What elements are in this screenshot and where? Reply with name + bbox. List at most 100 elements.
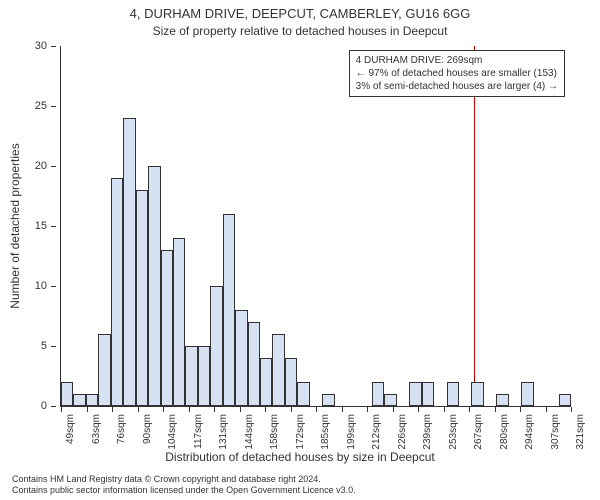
x-tick-label: 144sqm bbox=[244, 414, 255, 450]
x-tick-label: 104sqm bbox=[167, 414, 178, 450]
x-tick-label: 172sqm bbox=[295, 414, 306, 450]
y-tick-label: 25 bbox=[23, 100, 47, 112]
y-tick-label: 10 bbox=[23, 280, 47, 292]
x-tick-label: 49sqm bbox=[65, 414, 76, 444]
x-tick-label: 131sqm bbox=[218, 414, 229, 450]
histogram-bar bbox=[185, 346, 197, 406]
histogram-bar bbox=[136, 190, 148, 406]
histogram-bar bbox=[285, 358, 297, 406]
reference-line bbox=[474, 46, 475, 406]
x-tick-label: 307sqm bbox=[550, 414, 561, 450]
x-tick bbox=[342, 407, 343, 412]
histogram-bar bbox=[248, 322, 260, 406]
x-tick-label: 76sqm bbox=[116, 414, 127, 444]
histogram-bar bbox=[409, 382, 421, 406]
x-tick bbox=[520, 407, 521, 412]
histogram-bar bbox=[297, 382, 309, 406]
y-tick bbox=[51, 46, 56, 47]
histogram-bar bbox=[272, 334, 284, 406]
x-tick bbox=[61, 407, 62, 412]
y-tick-label: 15 bbox=[23, 220, 47, 232]
histogram-bar bbox=[260, 358, 272, 406]
x-tick-label: 267sqm bbox=[473, 414, 484, 450]
x-tick-label: 226sqm bbox=[397, 414, 408, 450]
y-tick-label: 20 bbox=[23, 160, 47, 172]
y-tick-label: 30 bbox=[23, 40, 47, 52]
x-tick bbox=[163, 407, 164, 412]
y-axis-label: Number of detached properties bbox=[8, 143, 22, 308]
histogram-bar bbox=[111, 178, 123, 406]
y-tick-label: 0 bbox=[23, 400, 47, 412]
histogram-bar bbox=[173, 238, 185, 406]
x-tick bbox=[418, 407, 419, 412]
histogram-bar bbox=[235, 310, 247, 406]
footer-line-2: Contains public sector information licen… bbox=[12, 485, 356, 496]
x-tick bbox=[495, 407, 496, 412]
x-tick-label: 185sqm bbox=[320, 414, 331, 450]
x-tick bbox=[291, 407, 292, 412]
x-tick bbox=[214, 407, 215, 412]
x-tick bbox=[444, 407, 445, 412]
x-tick bbox=[265, 407, 266, 412]
y-tick bbox=[51, 406, 56, 407]
x-tick-label: 199sqm bbox=[346, 414, 357, 450]
histogram-bar bbox=[422, 382, 434, 406]
histogram-bar bbox=[471, 382, 483, 406]
footer-line-1: Contains HM Land Registry data © Crown c… bbox=[12, 474, 356, 485]
x-axis-label: Distribution of detached houses by size … bbox=[0, 450, 600, 464]
x-tick bbox=[112, 407, 113, 412]
y-tick bbox=[51, 346, 56, 347]
x-tick bbox=[546, 407, 547, 412]
histogram-bar bbox=[559, 394, 571, 406]
histogram-bar bbox=[447, 382, 459, 406]
plot-area: 4 DURHAM DRIVE: 269sqm ← 97% of detached… bbox=[60, 46, 571, 407]
y-tick-label: 5 bbox=[23, 340, 47, 352]
x-tick-label: 117sqm bbox=[193, 414, 204, 449]
histogram-bar bbox=[210, 286, 222, 406]
chart-title-main: 4, DURHAM DRIVE, DEEPCUT, CAMBERLEY, GU1… bbox=[0, 6, 600, 21]
x-tick bbox=[393, 407, 394, 412]
chart-container: 4, DURHAM DRIVE, DEEPCUT, CAMBERLEY, GU1… bbox=[0, 0, 600, 500]
histogram-bar bbox=[384, 394, 396, 406]
x-tick bbox=[138, 407, 139, 412]
histogram-bar bbox=[73, 394, 85, 406]
histogram-bar bbox=[161, 250, 173, 406]
histogram-bar bbox=[98, 334, 110, 406]
histogram-bar bbox=[198, 346, 210, 406]
y-tick bbox=[51, 106, 56, 107]
x-tick-label: 239sqm bbox=[422, 414, 433, 450]
annotation-line-2: ← 97% of detached houses are smaller (15… bbox=[356, 67, 558, 80]
histogram-bar bbox=[148, 166, 160, 406]
footer: Contains HM Land Registry data © Crown c… bbox=[12, 474, 356, 496]
annotation-box: 4 DURHAM DRIVE: 269sqm ← 97% of detached… bbox=[349, 50, 565, 97]
x-tick bbox=[316, 407, 317, 412]
y-tick bbox=[51, 286, 56, 287]
histogram-bar bbox=[521, 382, 533, 406]
x-tick-label: 253sqm bbox=[448, 414, 459, 450]
histogram-bar bbox=[61, 382, 73, 406]
histogram-bar bbox=[372, 382, 384, 406]
annotation-line-1: 4 DURHAM DRIVE: 269sqm bbox=[356, 54, 558, 67]
chart-title-sub: Size of property relative to detached ho… bbox=[0, 24, 600, 38]
y-tick bbox=[51, 226, 56, 227]
x-tick-label: 280sqm bbox=[499, 414, 510, 450]
x-tick bbox=[469, 407, 470, 412]
histogram-bar bbox=[496, 394, 508, 406]
histogram-bar bbox=[86, 394, 98, 406]
x-tick-label: 294sqm bbox=[524, 414, 535, 450]
histogram-bar bbox=[322, 394, 334, 406]
x-tick-label: 212sqm bbox=[371, 414, 382, 450]
x-tick bbox=[87, 407, 88, 412]
x-tick-label: 63sqm bbox=[91, 414, 102, 444]
x-tick bbox=[571, 407, 572, 412]
x-tick-label: 90sqm bbox=[142, 414, 153, 444]
histogram-bar bbox=[223, 214, 235, 406]
x-tick bbox=[367, 407, 368, 412]
x-tick bbox=[189, 407, 190, 412]
y-tick bbox=[51, 166, 56, 167]
x-tick bbox=[240, 407, 241, 412]
x-tick-label: 321sqm bbox=[575, 414, 586, 450]
annotation-line-3: 3% of semi-detached houses are larger (4… bbox=[356, 80, 558, 93]
histogram-bar bbox=[123, 118, 135, 406]
x-tick-label: 158sqm bbox=[269, 414, 280, 450]
